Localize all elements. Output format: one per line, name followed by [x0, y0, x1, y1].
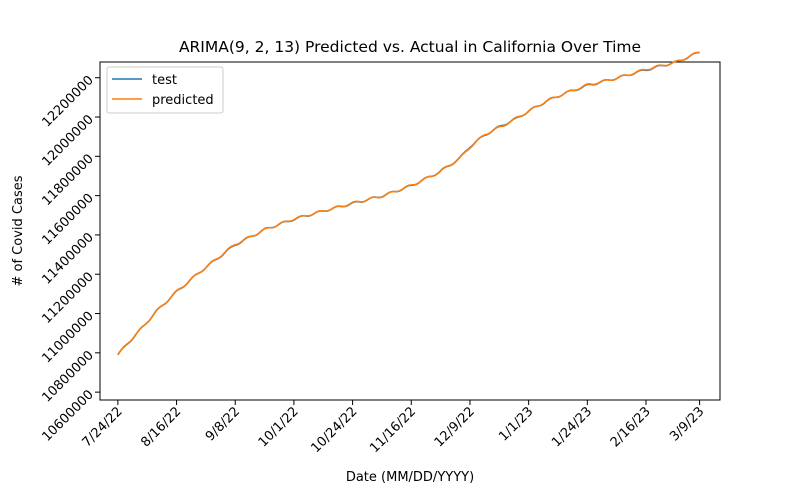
y-axis-label: # of Covid Cases: [11, 175, 26, 286]
y-axis: 1060000010800000110000001120000011400000…: [39, 73, 100, 445]
legend-label-predicted: predicted: [152, 93, 214, 108]
chart-title: ARIMA(9, 2, 13) Predicted vs. Actual in …: [179, 38, 641, 56]
legend-label-test: test: [152, 73, 177, 88]
x-tick-label: 8/16/22: [138, 404, 184, 450]
legend: test predicted: [106, 66, 224, 114]
x-tick-label: 3/9/23: [667, 404, 707, 444]
x-tick-label: 12/9/22: [432, 404, 478, 450]
x-axis-label: Date (MM/DD/YYYY): [346, 470, 474, 485]
x-tick-label: 2/16/23: [608, 404, 654, 450]
x-axis: 7/24/22 8/16/22 9/8/22 10/1/22 10/24/22 11/16…: [80, 400, 707, 456]
series-layer: [117, 51, 700, 356]
x-tick-label: 11/16/22: [367, 404, 419, 456]
x-tick-label: 1/1/23: [496, 404, 536, 444]
x-tick-label: 9/8/22: [203, 404, 243, 444]
x-tick-label: 7/24/22: [80, 404, 126, 450]
series-line-predicted: [117, 51, 700, 356]
x-tick-label: 1/24/23: [549, 404, 595, 450]
plot-area: [99, 61, 721, 401]
x-tick-label: 10/24/22: [309, 404, 361, 456]
x-tick-label: 10/1/22: [256, 404, 302, 450]
